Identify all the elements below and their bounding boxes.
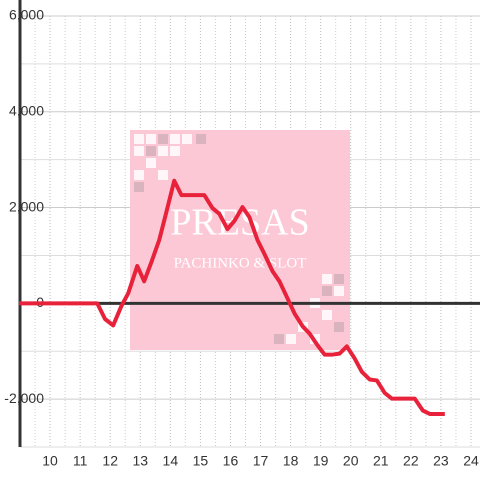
x-tick-label: 16 [223,453,239,469]
watermark-box [130,130,350,350]
x-tick-label: 19 [313,453,329,469]
x-tick-label: 12 [102,453,118,469]
watermark-pattern-dark [134,134,344,344]
data-line [19,178,445,416]
y-tick-label: -2,000 [4,390,44,406]
x-tick-label: 23 [433,453,449,469]
watermark-subtitle: PACHINKO & SLOT [174,255,307,271]
y-tick-label: 2,000 [9,198,44,214]
y-tick-label: 4,000 [9,102,44,118]
grid [20,15,480,448]
x-tick-label: 22 [403,453,419,469]
x-tick-label: 20 [343,453,359,469]
x-tick-label: 17 [253,453,269,469]
x-tick-label: 24 [463,453,479,469]
x-tick-label: 15 [193,453,209,469]
watermark: PRESAS PACHINKO & SLOT [130,130,350,350]
x-tick-label: 13 [132,453,148,469]
x-tick-label: 10 [42,453,58,469]
x-tick-label: 18 [283,453,299,469]
x-tick-label: 11 [73,453,88,469]
x-tick-label: 21 [373,453,389,469]
y-tick-label: 6,000 [9,7,44,23]
x-tick-label: 14 [163,453,179,469]
